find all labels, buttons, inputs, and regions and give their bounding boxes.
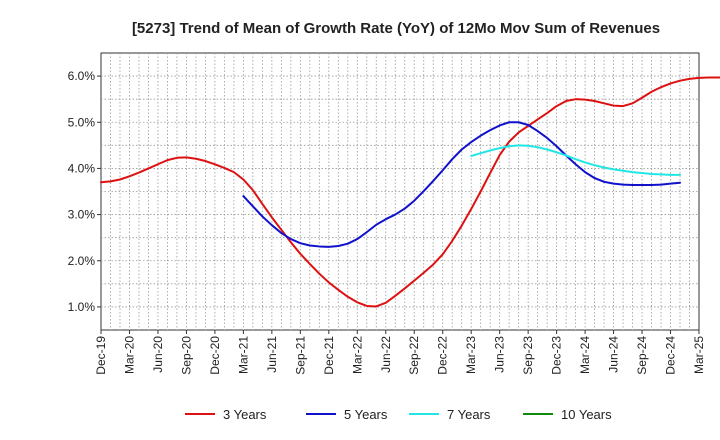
x-tick-label: Jun-24 [607,336,621,373]
x-tick-label: Mar-20 [122,336,136,374]
series-line-5-years [242,121,682,248]
x-tick-label: Dec-22 [436,336,450,375]
y-tick-label: 3.0% [68,208,96,222]
grid [101,53,699,330]
legend-label-10-years: 10 Years [561,407,612,422]
series-lines [100,76,720,308]
y-tick-label: 1.0% [68,300,96,314]
y-tick-label: 6.0% [68,69,96,83]
y-tick-label: 4.0% [68,161,96,175]
x-tick-label: Sep-21 [293,336,307,375]
x-tick-label: Jun-21 [265,336,279,373]
legend: 3 Years 5 Years 7 Years 10 Years [185,407,612,422]
x-tick-label: Dec-24 [664,336,678,375]
y-tick-label: 5.0% [68,115,96,129]
x-tick-label: Dec-21 [322,336,336,375]
x-tick-label: Jun-20 [151,336,165,373]
series-line-7-years [470,144,682,176]
chart-title: [5273] Trend of Mean of Growth Rate (YoY… [132,20,660,37]
y-axis: 1.0% 2.0% 3.0% 4.0% 5.0% 6.0% [68,69,101,314]
x-tick-label: Mar-23 [464,336,478,374]
x-tick-label: Dec-19 [94,336,108,375]
x-tick-label: Sep-23 [521,336,535,375]
x-tick-label: Dec-23 [550,336,564,375]
x-tick-label: Sep-22 [407,336,421,375]
x-tick-label: Jun-22 [379,336,393,373]
x-tick-label: Mar-24 [578,336,592,374]
x-tick-label: Sep-24 [635,336,649,375]
legend-label-3-years: 3 Years [223,407,267,422]
x-tick-label: Mar-22 [350,336,364,374]
legend-label-7-years: 7 Years [447,407,491,422]
legend-label-5-years: 5 Years [344,407,388,422]
x-tick-label: Mar-25 [692,336,706,374]
x-axis: Dec-19 Mar-20 Jun-20 Sep-20 Dec-20 Mar-21 Jun-… [94,330,706,375]
y-tick-label: 2.0% [68,254,96,268]
x-tick-label: Jun-23 [493,336,507,373]
x-tick-label: Dec-20 [208,336,222,375]
x-tick-label: Mar-21 [236,336,250,374]
x-tick-label: Sep-20 [179,336,193,375]
series-line-3-years [100,76,720,308]
